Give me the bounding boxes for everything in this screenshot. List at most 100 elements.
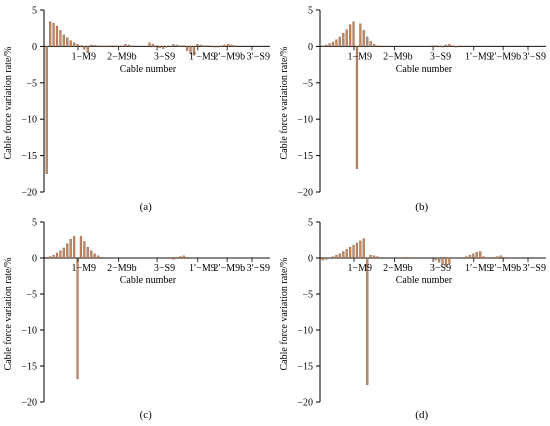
panel-d-caption: (d) (415, 409, 428, 421)
panel-d-bar (475, 252, 478, 259)
panel-c-bar (45, 257, 48, 259)
panel-d-bar (499, 255, 502, 259)
panel-d-bar (407, 257, 410, 259)
panel-b-bar (431, 45, 434, 47)
panel-b-y-tick-label: −15 (297, 151, 313, 162)
panel-c-bar (62, 247, 65, 259)
panel-d-y-tick-label: −10 (297, 326, 313, 337)
panel-a-bar (165, 46, 168, 48)
panel-a-bar (216, 46, 220, 48)
panel-d-bar (355, 242, 359, 259)
panel-d-x-tick-label: 3′−S9 (523, 263, 546, 274)
panel-d-x-tick-label: 2′−M9b (489, 263, 521, 274)
panel-d-bar (345, 249, 348, 259)
panel-d-bar (321, 257, 324, 261)
panel-c-bar (96, 255, 100, 259)
panel-c-bar (79, 236, 83, 259)
panel-a-bar (59, 30, 62, 47)
panel-b-x-tick-label: 1−M9 (347, 51, 372, 62)
panel-a-bar (192, 46, 196, 56)
panel-c-bar (66, 243, 69, 259)
panel-d-bar (434, 257, 437, 261)
panel-c-x-tick-label: 2−M9b (107, 263, 137, 274)
panel-c-y-tick-label: −15 (21, 362, 37, 373)
panel-a-bar (203, 45, 206, 47)
panel-c-x-tick-label: 1′−M9 (189, 263, 216, 274)
panel-b-y-axis-label: Cable force variation rate/% (279, 47, 290, 160)
panel-a-bar (66, 37, 69, 47)
panel-a-x-tick-label: 1−M9 (71, 51, 96, 62)
panel-c-bar (175, 257, 178, 259)
panel-a-bar (86, 46, 89, 54)
panel-b-bar (355, 46, 359, 169)
panel-a-y-axis-label: Cable force variation rate/% (3, 47, 14, 160)
panel-c-bar (59, 250, 62, 259)
panel-a-bar (206, 45, 209, 47)
panel-c-bar (172, 257, 175, 260)
panel-d-y-axis-label: Cable force variation rate/% (279, 258, 290, 371)
panel-a-bar (230, 44, 233, 47)
panel-d-bar (472, 253, 475, 259)
panel-a-bar (189, 46, 192, 54)
panel-a-bar (155, 45, 158, 47)
panel-c-bar (49, 256, 52, 259)
panel-c-y-tick-label: −20 (21, 398, 37, 409)
panel-b-y-tick-label: −20 (297, 188, 313, 199)
panel-c-y-tick-label: 5 (32, 218, 37, 229)
panel-d-bar (376, 256, 379, 259)
panel-a-bar (76, 44, 79, 47)
panel-b-y-tick-label: 0 (308, 42, 313, 53)
panel-c-y-tick-label: −5 (26, 290, 37, 301)
panel-c-bar (52, 254, 55, 259)
panel-a-y-tick-label: 5 (32, 6, 37, 17)
panel-b-bar (444, 44, 448, 47)
panel-b-bar (352, 21, 355, 47)
panel-b-bar (376, 45, 379, 47)
panel-d-y-tick-label: −15 (297, 362, 313, 373)
panel-d-bar (441, 257, 444, 265)
panel-a-bar (172, 44, 175, 47)
panel-c-bar (90, 250, 93, 259)
panel-a-bar (196, 44, 199, 47)
panel-b-x-tick-label: 2−M9b (383, 51, 413, 62)
panel-c-x-tick-label: 1−M9 (71, 263, 96, 274)
panel-b-caption: (b) (415, 201, 428, 213)
panel-d-bar (438, 257, 441, 263)
panel-a-bar (90, 44, 93, 47)
panel-a-bar (179, 45, 182, 47)
panel-a-bar (93, 45, 96, 47)
panel-a-x-axis-label: Cable number (120, 64, 177, 75)
panel-a-bar (73, 42, 76, 47)
panel-d-y-tick-label: −5 (302, 290, 313, 301)
panel-d-bar (342, 251, 345, 259)
panel-c-x-tick-label: 3′−S9 (247, 263, 270, 274)
panel-d-bar (335, 254, 338, 259)
panel-a-x-tick-label: 1′−M9 (189, 51, 216, 62)
panel-d-x-tick-label: 2−M9b (383, 263, 413, 274)
panel-a-bar (233, 45, 237, 47)
panel-a-bar (49, 21, 52, 47)
panel-a-bar (96, 45, 100, 47)
panel-d-x-tick-label: 1−M9 (347, 263, 372, 274)
panel-b-bar (366, 36, 369, 47)
panel-a-y-tick-label: −15 (21, 151, 37, 162)
panel-d-bar (503, 257, 506, 259)
panel-b-bar (328, 43, 331, 47)
panel-d-bar (465, 256, 468, 259)
panel-a-bar (62, 34, 65, 47)
panel-c-bar (86, 247, 89, 259)
panel-a-bar (114, 45, 117, 47)
panel-d-bar (369, 254, 372, 259)
panel-b-bar (321, 45, 324, 47)
panel-b-bar (434, 45, 437, 47)
panel-a-y-tick-label: −10 (21, 115, 37, 126)
panel-b-bar (331, 41, 335, 47)
panel-a-bar (151, 44, 154, 47)
panel-c-bar (83, 241, 86, 259)
panel-b-bar (338, 36, 341, 47)
panel-d-bar (403, 257, 406, 259)
panel-c-bar (69, 239, 72, 259)
panel-c-bar (93, 253, 96, 259)
panel-b-bar (372, 44, 376, 47)
panel-b-y-tick-label: −10 (297, 115, 313, 126)
